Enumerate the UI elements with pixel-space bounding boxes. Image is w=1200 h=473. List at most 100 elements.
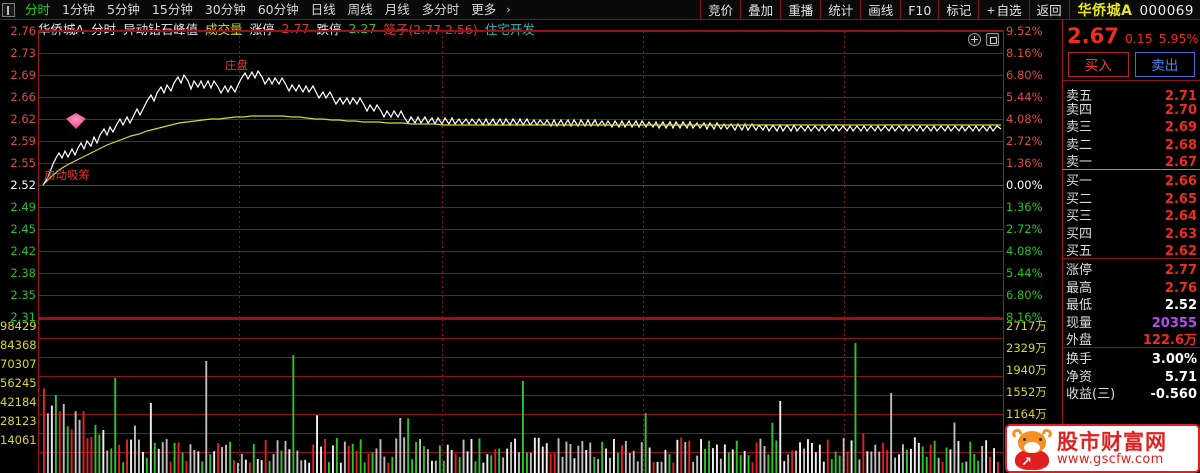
volume-bar [913, 437, 916, 473]
stat-row: 换手 3.00% [1063, 348, 1200, 367]
button-statistics[interactable]: 统计 [820, 0, 860, 20]
info-sector[interactable]: 住宅开发 [484, 22, 535, 37]
price-axis-label-prevclose: 2.52 [10, 178, 36, 192]
volume-bar [248, 462, 251, 473]
stat-label: 最高 [1066, 280, 1093, 296]
stat-label: 外盘 [1066, 333, 1093, 349]
price-axis-label: 2.45 [10, 222, 36, 236]
sell-button[interactable]: 卖出 [1134, 52, 1195, 77]
volume-bar [648, 447, 651, 473]
stat-row: 现量 20355 [1063, 312, 1200, 331]
order-book-row[interactable]: 卖三 2.69 [1063, 116, 1200, 135]
volume-bar [403, 437, 406, 473]
volume-bar [731, 449, 734, 473]
order-book-asks: 卖五 ￥ 2.71 卖四 2.70 卖三 2.69 卖二 2.68 卖一 2.6… [1063, 80, 1200, 170]
order-book-row[interactable]: 买三 2.64 [1063, 205, 1200, 224]
gridline [39, 357, 1003, 358]
toolbar-right-group: 竞价 叠加 重播 统计 画线 F10 标记 + 自选 返回 华侨城A 000069 [700, 0, 1200, 20]
stat-label: 现量 [1066, 315, 1093, 331]
volume-bar [324, 438, 326, 473]
volume-chart[interactable]: 98429 84368 70307 56245 42184 28123 1406… [0, 318, 1047, 473]
order-book-row[interactable]: 买一 2.66 [1063, 170, 1200, 189]
order-book-row[interactable]: 卖五 ￥ 2.71 [1063, 81, 1200, 104]
ask-label: 卖四 [1066, 102, 1093, 118]
percent-axis-label: 1.36% [1006, 200, 1043, 214]
volume-bar [423, 446, 425, 473]
volume-bar [716, 444, 718, 473]
volume-bar [585, 450, 588, 473]
volume-bar [597, 459, 600, 473]
percent-axis-label: 5.44% [1006, 90, 1043, 104]
button-bidding[interactable]: 竞价 [700, 0, 740, 20]
order-book-row[interactable]: 卖一 2.67 [1063, 151, 1200, 170]
timeframe-daily[interactable]: 日线 [310, 2, 336, 17]
info-volume-label[interactable]: 成交量 [205, 22, 243, 37]
timeframe-15min[interactable]: 15分钟 [151, 2, 193, 17]
volume-bar [830, 459, 833, 473]
price-axis-label: 2.31 [10, 310, 36, 324]
maximize-icon[interactable] [986, 33, 999, 46]
button-overlay[interactable]: 叠加 [740, 0, 780, 20]
button-add-favorite[interactable]: + 自选 [978, 0, 1028, 20]
crosshair-plus-icon[interactable] [968, 33, 981, 46]
percent-axis-label: 9.52% [1006, 24, 1043, 38]
currency-icon: ￥ [1120, 85, 1137, 104]
timeframe-5min[interactable]: 5分钟 [106, 2, 140, 17]
order-book-row[interactable]: 买四 2.63 [1063, 223, 1200, 242]
panel-icon[interactable] [2, 2, 15, 17]
volume-bar [126, 439, 128, 473]
volume-bar [850, 440, 853, 473]
stat-value: 2.52 [1164, 298, 1197, 314]
gridline [39, 338, 1003, 339]
volume-bar [292, 355, 295, 473]
volume-bar [882, 442, 885, 473]
volume-bar [355, 450, 358, 473]
volume-bar [371, 452, 374, 473]
order-book-row[interactable]: 卖四 2.70 [1063, 99, 1200, 118]
button-drawline[interactable]: 画线 [860, 0, 900, 20]
volume-bar [549, 453, 552, 473]
volume-bar [502, 457, 505, 473]
info-indicator[interactable]: 异动钻石峰值 [123, 22, 199, 37]
timeframe-fenshi[interactable]: 分时 [25, 2, 51, 17]
volume-bar [977, 460, 980, 473]
buy-button[interactable]: 买入 [1068, 52, 1129, 77]
timeframe-60min[interactable]: 60分钟 [257, 2, 299, 17]
percent-axis-label: 6.80% [1006, 68, 1043, 82]
volume-bar [494, 449, 497, 473]
timeframe-weekly[interactable]: 周线 [347, 2, 373, 17]
price-chart[interactable]: 2.76 2.73 2.69 2.66 2.62 2.59 2.55 2.52 … [10, 25, 1042, 323]
volume-bar [945, 447, 948, 473]
stat-label: 涨停 [1066, 262, 1093, 278]
timeframe-monthly[interactable]: 月线 [384, 2, 410, 17]
button-f10[interactable]: F10 [900, 0, 938, 20]
button-mark[interactable]: 标记 [938, 0, 978, 20]
volume-bar [379, 439, 382, 473]
timeframe-30min[interactable]: 30分钟 [204, 2, 246, 17]
order-book-row[interactable]: 买五 2.62 [1063, 240, 1200, 260]
volume-bar [577, 445, 580, 473]
volume-bar [434, 460, 437, 473]
order-book-row[interactable]: 买二 2.65 [1063, 188, 1200, 207]
volume-bar [193, 450, 196, 473]
bid-price: 2.62 [1164, 244, 1197, 260]
volume-bar [54, 395, 57, 473]
timeframe-multi[interactable]: 多分时 [421, 2, 460, 17]
stat-value: 20355 [1151, 315, 1197, 331]
volume-bar [312, 444, 315, 473]
button-replay[interactable]: 重播 [780, 0, 820, 20]
gridline [39, 75, 1003, 76]
volume-bar [771, 422, 774, 473]
button-back[interactable]: 返回 [1028, 0, 1069, 20]
order-book-row[interactable]: 卖二 2.68 [1063, 134, 1200, 153]
info-limit-up-value: 2.77 [281, 21, 310, 36]
volume-bar [209, 454, 212, 473]
timeframe-1min[interactable]: 1分钟 [62, 2, 95, 17]
chevron-right-icon[interactable]: › [506, 3, 511, 16]
bid-price: 2.66 [1164, 173, 1197, 189]
volume-bar [328, 462, 330, 473]
volume-bar [296, 450, 299, 473]
timeframe-more[interactable]: 更多 [471, 2, 497, 17]
volume-bar [522, 381, 524, 473]
